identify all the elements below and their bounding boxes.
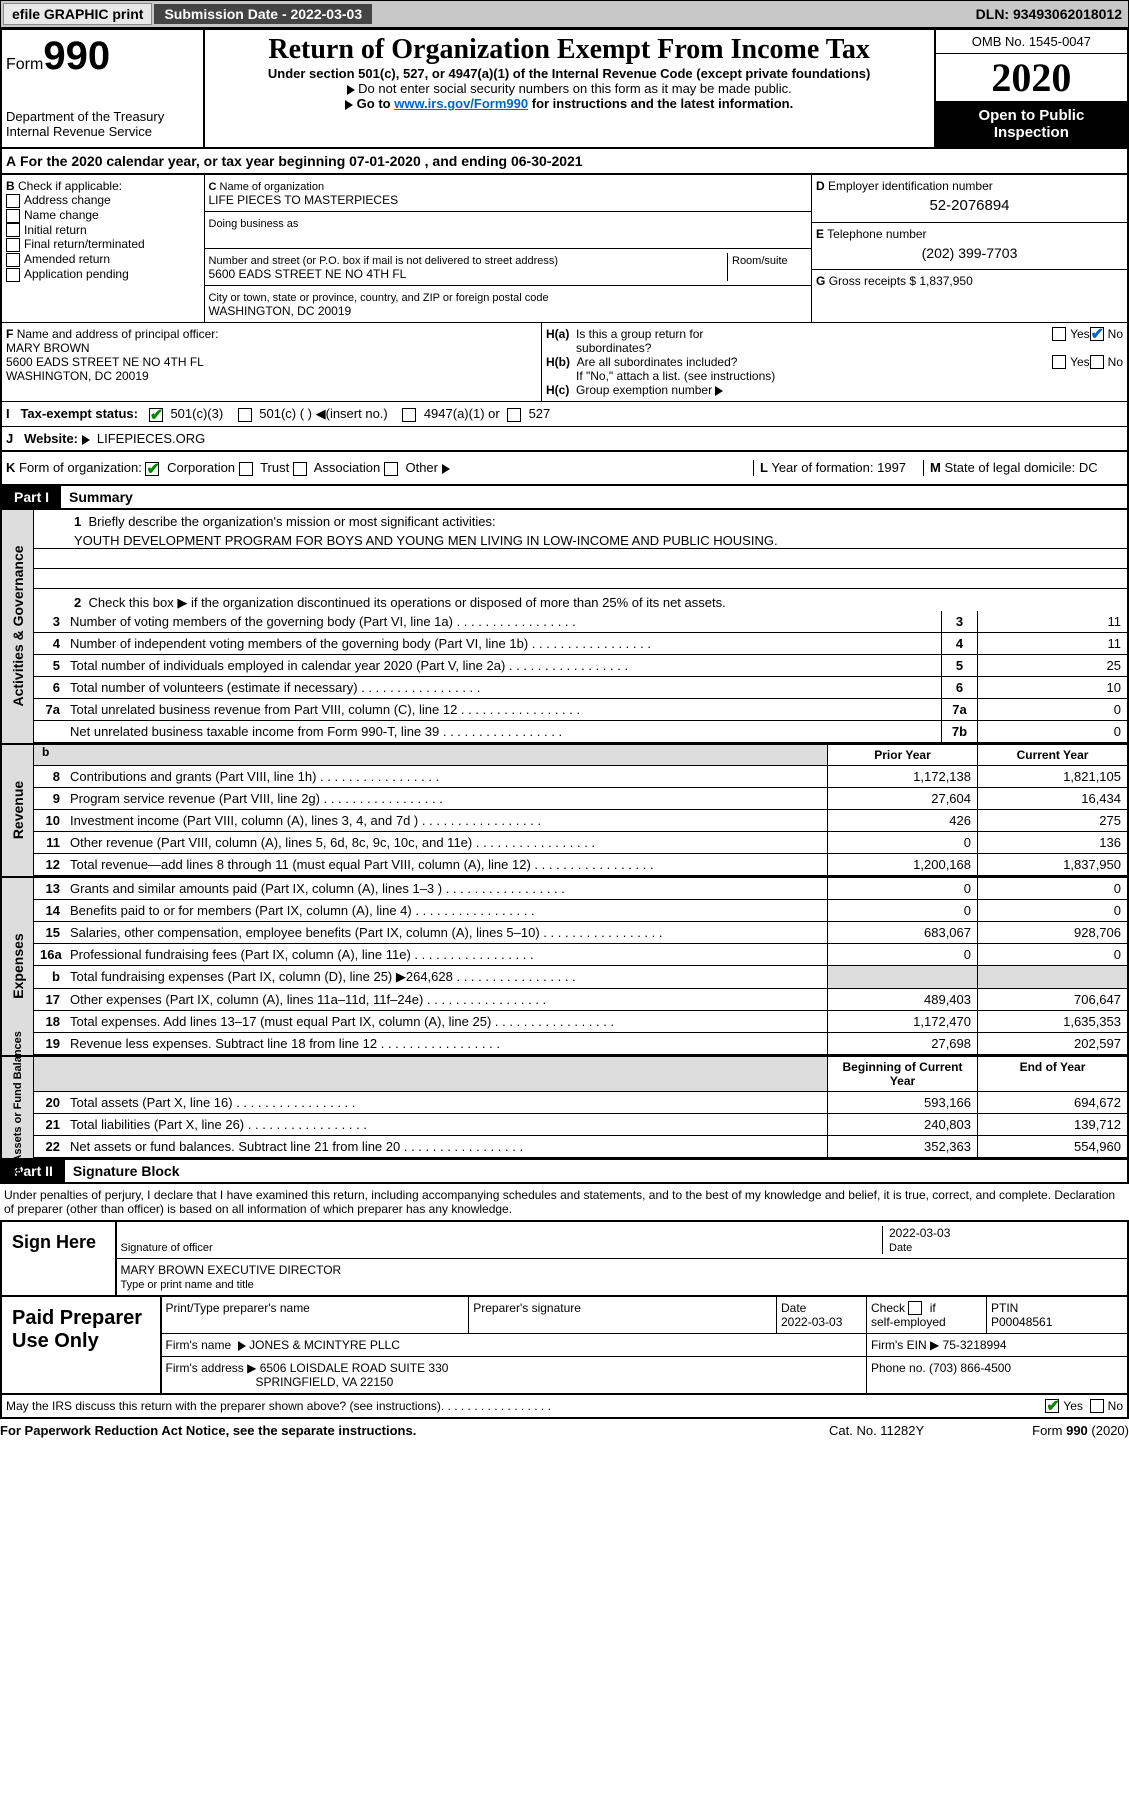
firm-ein: Firm's EIN ▶ 75-3218994 <box>867 1334 1127 1356</box>
table-row: 5Total number of individuals employed in… <box>34 655 1127 677</box>
checkbox-other[interactable] <box>384 462 398 476</box>
org-address: 5600 EADS STREET NE NO 4TH FL <box>209 267 407 281</box>
form-word: Form <box>6 56 43 73</box>
netassets-section: Net Assets or Fund Balances Beginning of… <box>0 1057 1129 1160</box>
ssn-warning: Do not enter social security numbers on … <box>358 81 792 96</box>
preparer-section: Paid Preparer Use Only Print/Type prepar… <box>0 1297 1129 1396</box>
checkbox-yes[interactable] <box>1052 355 1066 369</box>
table-row: 16aProfessional fundraising fees (Part I… <box>34 944 1127 966</box>
checkbox-amended[interactable] <box>6 253 20 267</box>
part1-header: Part ISummary <box>0 486 1129 510</box>
table-row: 12Total revenue—add lines 8 through 11 (… <box>34 854 1127 876</box>
irs-label: Internal Revenue Service <box>6 124 199 139</box>
table-row: 20Total assets (Part X, line 16)593,1666… <box>34 1092 1127 1114</box>
section-i: I Tax-exempt status: 501(c)(3) 501(c) ( … <box>0 402 1129 427</box>
checkbox-discuss-no[interactable] <box>1090 1399 1104 1413</box>
top-toolbar: efile GRAPHIC print Submission Date - 20… <box>0 0 1129 28</box>
ein: 52-2076894 <box>816 193 1123 218</box>
declaration: Under penalties of perjury, I declare th… <box>0 1184 1129 1220</box>
table-row: 14Benefits paid to or for members (Part … <box>34 900 1127 922</box>
year-formation: 1997 <box>877 460 906 475</box>
form-header: Form990 Department of the Treasury Inter… <box>0 28 1129 149</box>
org-city: WASHINGTON, DC 20019 <box>209 304 352 318</box>
section-c: C Name of organizationLIFE PIECES TO MAS… <box>205 175 813 322</box>
omb-number: OMB No. 1545-0047 <box>936 30 1127 54</box>
checkbox-no[interactable] <box>1090 355 1104 369</box>
arrow-icon <box>345 100 353 110</box>
checkbox-name[interactable] <box>6 209 20 223</box>
table-row: 18Total expenses. Add lines 13–17 (must … <box>34 1011 1127 1033</box>
section-klm: K Form of organization: Corporation Trus… <box>0 452 1129 486</box>
section-fh: F Name and address of principal officer:… <box>0 323 1129 402</box>
officer-signature: MARY BROWN EXECUTIVE DIRECTOR <box>121 1263 342 1277</box>
checkbox-pending[interactable] <box>6 268 20 282</box>
page-footer: For Paperwork Reduction Act Notice, see … <box>0 1418 1129 1442</box>
ptin: P00048561 <box>991 1315 1052 1329</box>
checkbox-501c[interactable] <box>238 408 252 422</box>
firm-name: JONES & MCINTYRE PLLC <box>249 1338 400 1352</box>
form-title: Return of Organization Exempt From Incom… <box>209 34 930 66</box>
tax-year: 2020 <box>936 54 1127 101</box>
table-row: 15Salaries, other compensation, employee… <box>34 922 1127 944</box>
officer-name: MARY BROWN <box>6 341 90 355</box>
checkbox-initial[interactable] <box>6 223 20 237</box>
table-row: 10Investment income (Part VIII, column (… <box>34 810 1127 832</box>
cat-no: Cat. No. 11282Y <box>829 1423 989 1438</box>
table-row: 21Total liabilities (Part X, line 26)240… <box>34 1114 1127 1136</box>
checkbox-trust[interactable] <box>239 462 253 476</box>
submission-date: Submission Date - 2022-03-03 <box>154 4 372 24</box>
arrow-icon <box>347 85 355 95</box>
table-row: 11Other revenue (Part VIII, column (A), … <box>34 832 1127 854</box>
expenses-section: Expenses 13Grants and similar amounts pa… <box>0 878 1129 1057</box>
table-row: 17Other expenses (Part IX, column (A), l… <box>34 989 1127 1011</box>
tax-year-line: A For the 2020 calendar year, or tax yea… <box>0 149 1129 175</box>
checkbox-corp[interactable] <box>145 462 159 476</box>
efile-button[interactable]: efile GRAPHIC print <box>3 3 152 25</box>
governance-section: Activities & Governance 1 Briefly descri… <box>0 510 1129 745</box>
checkbox-assoc[interactable] <box>293 462 307 476</box>
checkbox-yes[interactable] <box>1052 327 1066 341</box>
website: LIFEPIECES.ORG <box>97 431 205 446</box>
part2-header: Part IISignature Block <box>0 1160 1129 1184</box>
dln: DLN: 93493062018012 <box>976 6 1128 22</box>
checkbox-no[interactable] <box>1090 327 1104 341</box>
form-subtitle: Under section 501(c), 527, or 4947(a)(1)… <box>209 66 930 81</box>
checkbox-selfemp[interactable] <box>908 1301 922 1315</box>
checkbox-final[interactable] <box>6 238 20 252</box>
discuss-line: May the IRS discuss this return with the… <box>0 1395 1129 1418</box>
table-row: 7aTotal unrelated business revenue from … <box>34 699 1127 721</box>
table-row: 13Grants and similar amounts paid (Part … <box>34 878 1127 900</box>
checkbox-discuss-yes[interactable] <box>1045 1399 1059 1413</box>
table-row: 6Total number of volunteers (estimate if… <box>34 677 1127 699</box>
table-row: Net unrelated business taxable income fr… <box>34 721 1127 743</box>
checkbox-527[interactable] <box>507 408 521 422</box>
instructions-link[interactable]: www.irs.gov/Form990 <box>394 96 528 111</box>
section-b: B Check if applicable: Address change Na… <box>2 175 205 322</box>
checkbox-address[interactable] <box>6 194 20 208</box>
section-j: J Website: LIFEPIECES.ORG <box>0 427 1129 452</box>
form-number: 990 <box>43 34 110 78</box>
table-row: 8Contributions and grants (Part VIII, li… <box>34 766 1127 788</box>
firm-address: Firm's address ▶ 6506 LOISDALE ROAD SUIT… <box>166 1361 449 1375</box>
org-name: LIFE PIECES TO MASTERPIECES <box>209 193 399 207</box>
checkbox-4947[interactable] <box>402 408 416 422</box>
open-inspection: Open to Public Inspection <box>936 101 1127 147</box>
firm-phone: Phone no. (703) 866-4500 <box>867 1357 1127 1393</box>
section-de: D Employer identification number52-20768… <box>812 175 1127 322</box>
gross-receipts: Gross receipts $ 1,837,950 <box>829 274 973 288</box>
table-row: bTotal fundraising expenses (Part IX, co… <box>34 966 1127 989</box>
state-domicile: DC <box>1079 460 1098 475</box>
table-row: 4Number of independent voting members of… <box>34 633 1127 655</box>
table-row: 19Revenue less expenses. Subtract line 1… <box>34 1033 1127 1055</box>
table-row: 22Net assets or fund balances. Subtract … <box>34 1136 1127 1158</box>
revenue-section: Revenue bPrior YearCurrent Year 8Contrib… <box>0 745 1129 878</box>
phone: (202) 399-7703 <box>816 241 1123 265</box>
table-row: 3Number of voting members of the governi… <box>34 611 1127 633</box>
sign-here-label: Sign Here <box>2 1222 115 1295</box>
checkbox-501c3[interactable] <box>149 408 163 422</box>
mission-text: YOUTH DEVELOPMENT PROGRAM FOR BOYS AND Y… <box>34 529 1127 549</box>
table-row: 9Program service revenue (Part VIII, lin… <box>34 788 1127 810</box>
dept-treasury: Department of the Treasury <box>6 109 199 124</box>
